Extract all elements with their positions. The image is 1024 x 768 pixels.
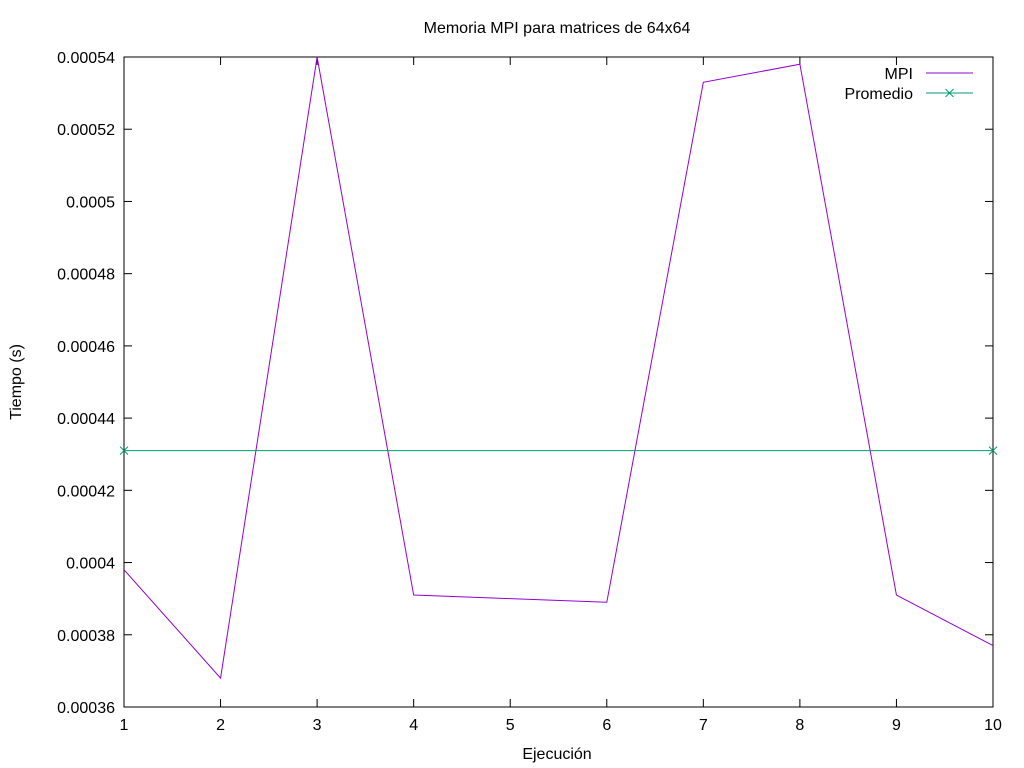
x-axis-label: Ejecución bbox=[522, 746, 591, 763]
y-tick-label: 0.00052 bbox=[57, 122, 115, 139]
legend-marker bbox=[945, 88, 954, 98]
y-tick-label: 0.0005 bbox=[66, 194, 115, 211]
y-tick-label: 0.00046 bbox=[57, 339, 115, 356]
x-tick-label: 9 bbox=[892, 717, 901, 734]
y-tick-label: 0.00044 bbox=[57, 411, 115, 428]
y-axis: 0.00036 0.00038 0.0004 0.00042 0.00044 0.0004… bbox=[57, 50, 993, 717]
x-tick-label: 3 bbox=[313, 717, 322, 734]
x-tick-label: 2 bbox=[216, 717, 225, 734]
x-tick-label: 10 bbox=[984, 717, 1002, 734]
y-tick-label: 0.0004 bbox=[66, 556, 115, 573]
y-tick-label: 0.00036 bbox=[57, 700, 115, 717]
x-tick-label: 7 bbox=[699, 717, 708, 734]
y-tick-label: 0.00038 bbox=[57, 628, 115, 645]
x-tick-label: 5 bbox=[506, 717, 515, 734]
y-tick-label: 0.00048 bbox=[57, 267, 115, 284]
x-tick-label: 8 bbox=[795, 717, 804, 734]
series-layer bbox=[119, 56, 998, 680]
plot-frame bbox=[123, 56, 994, 708]
series-point-1 bbox=[119, 446, 129, 455]
y-axis-label: Tiempo (s) bbox=[8, 344, 25, 420]
x-tick-label: 4 bbox=[409, 717, 418, 734]
legend-label: MPI bbox=[885, 66, 913, 83]
series-point-1 bbox=[988, 446, 998, 455]
series-line-0 bbox=[123, 56, 994, 680]
y-tick-label: 0.00042 bbox=[57, 483, 115, 500]
y-tick-label: 0.00054 bbox=[57, 50, 115, 67]
legend-label: Promedio bbox=[845, 86, 914, 103]
legend: MPI Promedio bbox=[845, 66, 973, 103]
x-axis: 1 2 3 4 5 6 7 8 9 10 bbox=[120, 57, 1002, 734]
chart-title: Memoria MPI para matrices de 64x64 bbox=[424, 20, 691, 37]
x-tick-label: 6 bbox=[602, 717, 611, 734]
x-tick-label: 1 bbox=[120, 717, 129, 734]
